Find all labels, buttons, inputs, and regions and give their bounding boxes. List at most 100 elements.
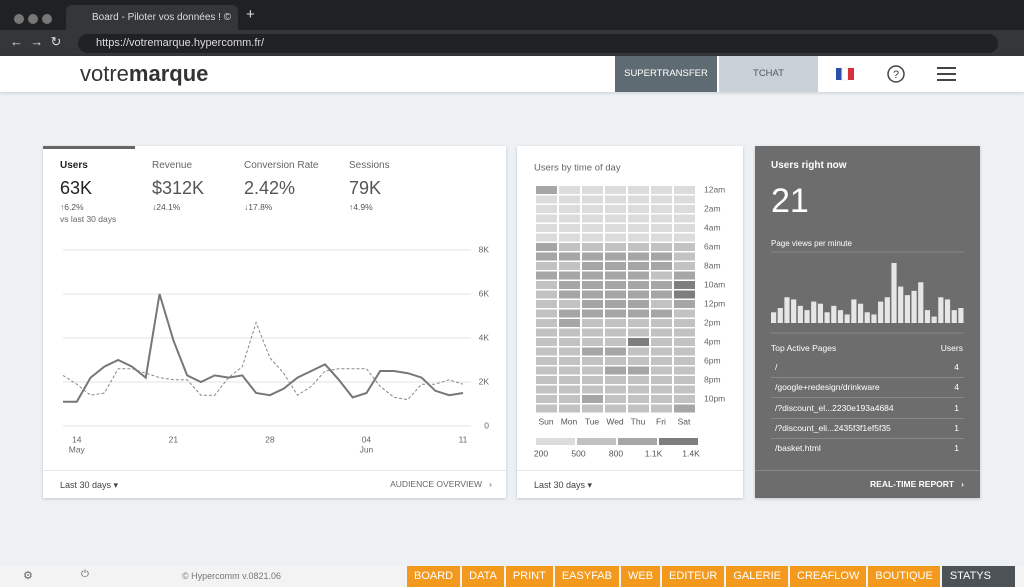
heat-cell — [536, 262, 557, 270]
window-controls[interactable] — [14, 11, 64, 24]
heat-cell — [582, 404, 603, 413]
heat-cell — [651, 366, 672, 375]
tchat-button[interactable]: TCHAT — [719, 56, 818, 92]
nav-item[interactable]: PRINT — [505, 566, 553, 587]
heat-cell — [651, 262, 672, 270]
link-label: AUDIENCE OVERVIEW — [390, 479, 483, 489]
legend-label: 200 — [534, 448, 548, 458]
heat-cell — [651, 243, 672, 251]
page-path[interactable]: /?discount_eli...2435f3f1ef5f35 — [775, 422, 891, 433]
page-path[interactable]: / — [775, 362, 778, 372]
bar — [944, 299, 951, 323]
button-label: TCHAT — [753, 68, 784, 79]
comparison-note: vs last 30 days — [60, 214, 117, 224]
metric-change: ↑6.2% — [60, 202, 84, 212]
heat-cell — [674, 281, 695, 289]
page-path[interactable]: /?discount_el...2230e193a4684 — [775, 402, 894, 413]
supertransfer-button[interactable]: SUPERTRANSFER — [615, 56, 717, 92]
row-divider — [771, 417, 964, 419]
divider — [755, 470, 980, 471]
nav-item[interactable]: GALERIE — [726, 566, 789, 587]
tab-bar: Board - Piloter vos données ! © + — [0, 0, 1024, 30]
logo[interactable]: votremarque — [80, 61, 208, 87]
nav-buttons[interactable]: ← → ↻ — [10, 34, 62, 49]
table-header: Users — [940, 343, 963, 353]
period-select[interactable]: Last 30 days ▾ — [534, 480, 593, 490]
metric-change: ↑4.9% — [349, 202, 373, 212]
metric-label[interactable]: Sessions — [349, 160, 390, 171]
page-users: 4 — [954, 382, 959, 393]
column-label: Thu — [631, 416, 646, 426]
heat-cell — [674, 404, 695, 413]
realtime-link[interactable]: REAL-TIME REPORT › — [870, 479, 964, 489]
heat-cell — [674, 309, 695, 318]
nav-item[interactable]: EDITEUR — [662, 566, 725, 587]
heat-cell — [605, 262, 626, 270]
heat-cell — [628, 262, 649, 270]
power-icon[interactable]: ⏻ — [81, 569, 89, 580]
settings-icon[interactable]: ⚙ — [23, 570, 33, 582]
logo-bold: marque — [128, 61, 209, 86]
header-icons[interactable]: ? — [830, 64, 970, 84]
metric-value: 79K — [349, 178, 382, 198]
heat-cell — [674, 376, 695, 384]
page-path[interactable]: /basket.html — [775, 443, 821, 454]
nav-item[interactable]: DATA — [462, 566, 504, 587]
heat-cell — [559, 300, 580, 308]
metric-label[interactable]: Users — [60, 160, 88, 171]
bar — [797, 305, 803, 323]
divider — [43, 470, 506, 471]
svg-text:?: ? — [893, 69, 899, 81]
app-header: votremarque SUPERTRANSFER TCHAT ? — [0, 56, 1024, 92]
new-tab[interactable]: + — [246, 6, 255, 23]
page-path[interactable]: /google+redesign/drinkware — [775, 382, 880, 393]
heat-cell — [582, 290, 603, 299]
row-divider — [771, 397, 964, 399]
x-tick-label: 21 — [169, 434, 179, 444]
metric-label[interactable]: Conversion Rate — [244, 160, 319, 171]
heat-cell — [628, 195, 649, 204]
nav-item[interactable]: WEB — [620, 566, 661, 587]
bar — [791, 299, 797, 323]
heat-cell — [605, 338, 626, 346]
heat-cell — [582, 309, 603, 318]
chart-title: Page views per minute — [771, 239, 852, 248]
metric-label[interactable]: Revenue — [152, 160, 193, 171]
heat-cell — [628, 290, 649, 299]
heat-cell — [628, 376, 649, 384]
heat-cell — [536, 205, 557, 213]
heat-cell — [674, 395, 695, 403]
nav-item[interactable]: EASYFAB — [554, 566, 619, 587]
heat-cell — [651, 328, 672, 337]
heat-cell — [628, 214, 649, 223]
active-tab[interactable]: Board - Piloter vos données ! © — [66, 5, 238, 30]
audience-link[interactable]: AUDIENCE OVERVIEW › — [390, 479, 492, 489]
period-select[interactable]: Last 30 days ▾ — [60, 480, 119, 490]
heat-cell — [605, 328, 626, 337]
heat-cell — [559, 309, 580, 318]
heat-cell — [674, 271, 695, 280]
heat-cell — [536, 338, 557, 346]
column-label: Mon — [561, 416, 578, 426]
heat-cell — [605, 281, 626, 289]
nav-item[interactable]: STATYS — [941, 566, 1015, 587]
nav-item[interactable]: CREAFLOW — [790, 566, 867, 587]
heat-cell — [536, 309, 557, 318]
heat-cell — [651, 186, 672, 194]
bar — [918, 282, 924, 323]
heat-cell — [536, 186, 557, 194]
url-field[interactable]: https://votremarque.hypercomm.fr/ — [78, 34, 998, 53]
nav-item[interactable]: BOUTIQUE — [868, 566, 940, 587]
heat-cell — [651, 205, 672, 213]
url: https://votremarque.hypercomm.fr/ — [96, 37, 265, 49]
nav-item[interactable]: BOARD — [407, 566, 461, 587]
bar — [904, 295, 910, 323]
bar — [837, 310, 844, 323]
heat-cell — [674, 328, 695, 337]
heat-cell — [536, 385, 557, 394]
heat-cell — [582, 205, 603, 213]
realtime-card: Users right now 21 Page views per minute… — [755, 146, 980, 498]
legend-swatch — [618, 438, 657, 445]
row-divider — [771, 377, 964, 378]
heat-cell — [605, 366, 626, 375]
